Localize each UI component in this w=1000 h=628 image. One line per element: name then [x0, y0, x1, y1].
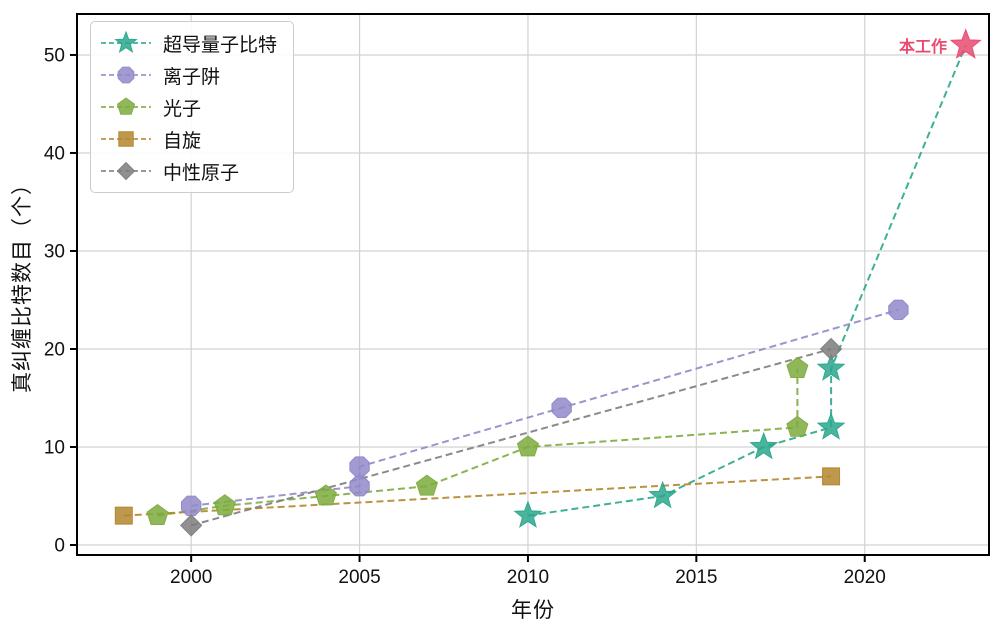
- legend-label: 光子: [163, 98, 202, 120]
- series-line-1: [191, 308, 899, 507]
- y-tick-label: 0: [54, 536, 65, 557]
- legend-square-glyph: [118, 131, 134, 147]
- legend-pentagon-glyph: [116, 97, 136, 115]
- data-point-octagon: [349, 456, 370, 477]
- series-line-2: [157, 368, 799, 517]
- data-point-square: [114, 506, 133, 525]
- legend-label: 超导量子比特: [163, 34, 278, 56]
- legend-row-neutral-atom: 中性原子: [100, 155, 277, 187]
- legend-label: 自旋: [163, 130, 202, 152]
- x-axis-label: 年份: [511, 599, 555, 622]
- data-point-star: [749, 431, 779, 460]
- data-point-star: [816, 353, 846, 381]
- diamond-marker-icon: [101, 161, 151, 181]
- legend-row-superconducting: 超导量子比特: [100, 27, 277, 59]
- legend: 超导量子比特 离子阱 光子 自旋 中性原子: [90, 21, 295, 193]
- y-tick-label: 50: [44, 45, 65, 66]
- y-tick-label: 20: [44, 339, 65, 360]
- data-point-star: [648, 480, 678, 509]
- data-point-octagon: [180, 495, 202, 516]
- legend-diamond-glyph: [116, 161, 136, 181]
- pentagon-marker-icon: [101, 97, 151, 115]
- series-line-4: [190, 348, 832, 527]
- x-tick-label: 2000: [170, 567, 212, 588]
- y-tick-label: 40: [44, 143, 65, 164]
- data-point-pentagon: [146, 503, 169, 526]
- plot-border: [76, 13, 990, 556]
- data-point-octagon: [551, 397, 572, 418]
- series-line-0: [527, 44, 967, 517]
- data-point-pentagon: [516, 435, 540, 457]
- data-point-star: [816, 412, 846, 440]
- legend-octagon-glyph: [117, 66, 135, 84]
- x-tick-label: 2005: [338, 567, 380, 588]
- y-axis-label: 真纠缠比特数目（个）: [11, 173, 34, 393]
- data-point-diamond: [179, 514, 203, 537]
- data-point-star: [513, 500, 543, 528]
- octagon-marker-icon: [101, 66, 151, 84]
- series-line-3: [123, 475, 832, 517]
- data-point-octagon: [888, 299, 909, 320]
- square-marker-icon: [101, 131, 151, 147]
- data-point-pentagon: [786, 415, 809, 437]
- legend-label: 中性原子: [163, 162, 240, 184]
- x-tick-label: 2010: [507, 567, 549, 588]
- annotation-this-work: 本工作: [898, 39, 947, 56]
- x-tick-label: 2015: [675, 567, 717, 588]
- x-tick-label: 2020: [844, 567, 886, 588]
- data-point-pentagon: [415, 474, 438, 496]
- star-marker-icon: [101, 31, 151, 53]
- annotation-star-icon: [949, 28, 982, 59]
- legend-star-glyph: [114, 31, 138, 53]
- data-point-square: [822, 467, 841, 486]
- data-point-pentagon: [786, 356, 809, 379]
- data-point-diamond: [819, 337, 843, 361]
- legend-row-spin: 自旋: [100, 123, 277, 155]
- data-point-pentagon: [213, 494, 236, 516]
- data-point-octagon: [349, 476, 370, 497]
- legend-label: 离子阱: [163, 66, 221, 88]
- legend-row-photon: 光子: [100, 91, 277, 123]
- y-tick-label: 30: [44, 241, 65, 262]
- data-point-pentagon: [314, 484, 337, 506]
- legend-row-ion-trap: 离子阱: [100, 59, 277, 91]
- y-tick-label: 10: [44, 437, 65, 458]
